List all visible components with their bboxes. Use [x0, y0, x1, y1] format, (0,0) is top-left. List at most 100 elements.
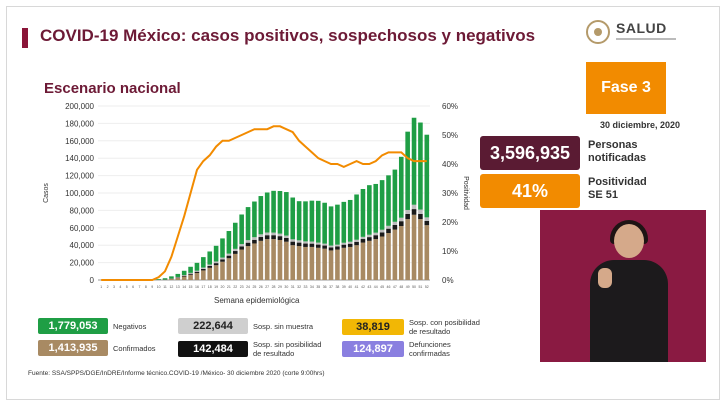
bar-confirmados	[392, 229, 398, 280]
x-tick-label: 38	[335, 285, 339, 289]
bar-sosp-sin-posibilidad-de-resultado	[392, 224, 398, 230]
y-tick-label: 20,000	[70, 259, 95, 268]
bar-sosp-sin-posibilidad-de-resultado	[328, 247, 334, 251]
bar-confirmados	[418, 219, 423, 280]
bar-negativos	[398, 156, 404, 218]
bar-confirmados	[252, 243, 257, 280]
y2-tick-label: 40%	[442, 160, 458, 169]
notified-label: Personas notificadas	[588, 139, 658, 165]
x-tick-label: 41	[355, 285, 359, 289]
x-tick-label: 28	[272, 285, 276, 289]
bar-negativos	[277, 190, 283, 234]
bar-negativos	[328, 206, 334, 246]
bar-confirmados	[258, 240, 264, 280]
bar-sosp-sin-muestra	[226, 253, 232, 256]
bar-sosp-sin-muestra	[315, 242, 321, 245]
positivity-value: 41%	[480, 174, 580, 208]
bar-confirmados	[188, 274, 193, 280]
bar-sosp-sin-muestra	[181, 275, 187, 276]
y2-tick-label: 20%	[442, 218, 458, 227]
bar-confirmados	[245, 246, 251, 280]
y2-axis-title: Positividad	[462, 176, 469, 210]
x-tick-label: 47	[393, 285, 397, 289]
bar-sosp-sin-posibilidad-de-resultado	[181, 275, 187, 277]
x-tick-label: 12	[169, 285, 173, 289]
bar-negativos	[360, 188, 366, 237]
bar-confirmados	[220, 261, 225, 280]
bar-sosp-sin-muestra	[405, 209, 410, 214]
legend-sosp-sin-posib-label: Sosp. sin posibilidad de resultado	[253, 340, 322, 358]
bar-negativos	[315, 200, 321, 243]
bar-confirmados	[347, 246, 353, 280]
x-tick-label: 25	[252, 285, 256, 289]
bar-sosp-sin-posibilidad-de-resultado	[245, 242, 251, 247]
bar-negativos	[258, 196, 264, 235]
x-tick-label: 44	[374, 285, 378, 289]
bar-negativos	[201, 257, 206, 268]
bar-confirmados	[424, 225, 430, 280]
x-tick-label: 4	[119, 285, 121, 289]
x-tick-label: 42	[361, 285, 365, 289]
x-tick-label: 30	[284, 285, 288, 289]
legend-sosp-con-posib-label: Sosp. con posibilidad de resultado	[409, 318, 480, 336]
legend-sosp-sin-posib: 142,484 Sosp. sin posibilidad de resulta…	[178, 340, 331, 358]
bar-sosp-sin-posibilidad-de-resultado	[258, 237, 264, 241]
interpreter-head	[614, 224, 644, 258]
x-tick-label: 43	[367, 285, 371, 289]
bar-sosp-sin-muestra	[239, 244, 244, 247]
x-tick-label: 33	[304, 285, 308, 289]
bar-confirmados	[386, 233, 391, 280]
bar-sosp-sin-muestra	[354, 239, 359, 242]
bar-confirmados	[181, 276, 187, 280]
bar-negativos	[194, 262, 200, 271]
bar-negativos	[245, 207, 251, 241]
y-tick-label: 60,000	[70, 224, 95, 233]
source-note: Fuente: SSA/SPPS/DGE/InDRE/Informe técni…	[28, 370, 325, 377]
bar-negativos	[424, 134, 430, 218]
title-accent-bar	[22, 28, 28, 48]
bar-negativos	[220, 238, 225, 258]
bar-negativos	[296, 201, 302, 241]
bar-sosp-sin-posibilidad-de-resultado	[418, 213, 423, 220]
bar-sosp-sin-posibilidad-de-resultado	[341, 244, 347, 248]
bar-sosp-sin-posibilidad-de-resultado	[239, 246, 244, 250]
y-tick-label: 140,000	[65, 154, 94, 163]
y-tick-label: 160,000	[65, 137, 94, 146]
bar-confirmados	[405, 219, 410, 280]
bar-negativos	[156, 279, 161, 280]
bar-sosp-sin-muestra	[207, 264, 213, 266]
bar-sosp-sin-posibilidad-de-resultado	[252, 239, 257, 244]
bar-negativos	[405, 131, 410, 210]
bar-sosp-sin-muestra	[322, 243, 327, 246]
bar-sosp-sin-posibilidad-de-resultado	[322, 245, 327, 249]
y-tick-label: 80,000	[70, 206, 95, 215]
bar-negativos	[373, 183, 379, 233]
bar-negativos	[290, 197, 296, 240]
bar-sosp-sin-posibilidad-de-resultado	[405, 213, 410, 220]
bar-sosp-sin-posibilidad-de-resultado	[367, 237, 372, 241]
bar-sosp-sin-posibilidad-de-resultado	[188, 273, 193, 275]
bar-negativos	[271, 190, 276, 233]
bar-sosp-sin-muestra	[220, 257, 225, 260]
bar-sosp-sin-posibilidad-de-resultado	[360, 239, 366, 243]
bar-sosp-sin-muestra	[341, 242, 347, 245]
bar-sosp-sin-muestra	[335, 244, 340, 247]
legend-sosp-sin-muestra-value: 222,644	[178, 318, 248, 334]
x-axis-title: Semana epidemiológica	[214, 296, 300, 305]
bar-sosp-sin-muestra	[290, 239, 296, 242]
bar-negativos	[207, 251, 213, 265]
positivity-label-line1: Positividad	[588, 176, 647, 188]
x-tick-label: 23	[240, 285, 244, 289]
bar-sosp-sin-posibilidad-de-resultado	[284, 237, 289, 242]
bar-sosp-sin-muestra	[258, 234, 264, 238]
bar-confirmados	[354, 245, 359, 280]
legend-sosp-sin-muestra-label: Sosp. sin muestra	[253, 321, 314, 331]
bar-negativos	[175, 273, 181, 277]
bar-sosp-sin-muestra	[271, 232, 276, 236]
legend-confirmados: 1,413,935 Confirmados	[38, 340, 156, 356]
bar-sosp-sin-posibilidad-de-resultado	[290, 241, 296, 246]
bar-sosp-sin-posibilidad-de-resultado	[379, 232, 385, 237]
x-tick-label: 9	[151, 285, 153, 289]
salud-logo: SALUD	[586, 18, 682, 48]
bar-sosp-sin-muestra	[213, 261, 219, 264]
